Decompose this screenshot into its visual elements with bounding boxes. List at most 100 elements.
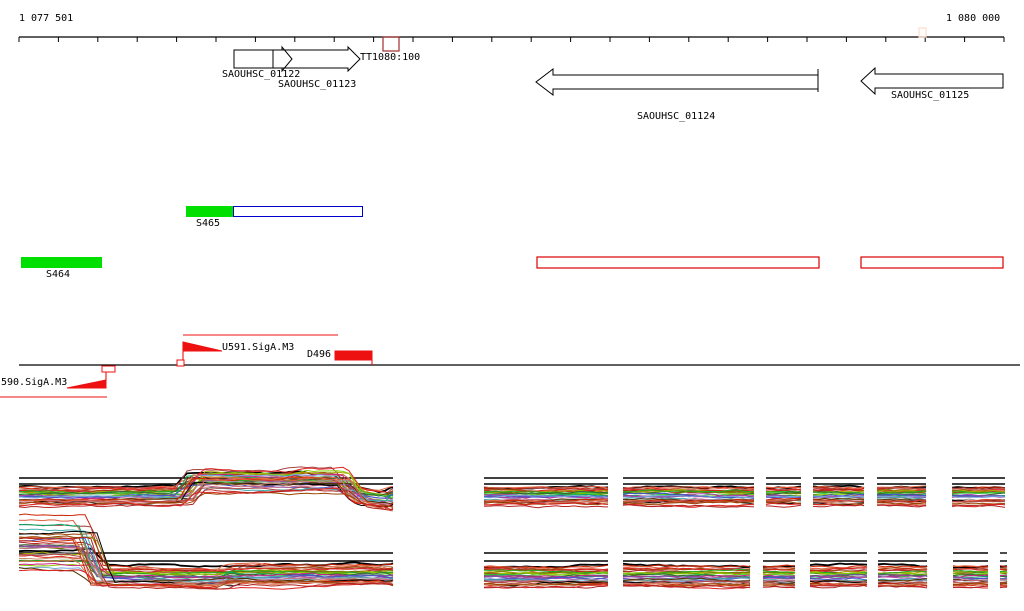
expression-trace (483, 564, 609, 569)
expression-trace (812, 504, 865, 508)
expression-trace (809, 584, 868, 587)
expression-trace (877, 495, 927, 498)
expression-trace (951, 491, 1006, 495)
srna-feature-box-S465[interactable] (186, 206, 233, 217)
expression-trace (483, 505, 608, 509)
expression-trace (484, 502, 608, 506)
promoter-anchor-box[interactable] (176, 359, 185, 367)
expression-trace (812, 500, 865, 504)
expression-trace (18, 466, 394, 497)
expression-trace (765, 502, 801, 506)
gene-arrow-SAOUHSC_01122[interactable] (233, 45, 293, 73)
expression-trace (622, 492, 755, 499)
expression-trace (876, 498, 927, 501)
expression-trace (622, 504, 755, 508)
expression-trace (952, 569, 989, 573)
expression-trace (18, 545, 394, 579)
expression-trace (762, 579, 796, 582)
expression-trace (18, 513, 394, 571)
expression-trace (876, 490, 927, 494)
expression-trace (876, 493, 927, 497)
expression-trace (877, 570, 928, 575)
ruler-end-coordinate: 1 080 000 (946, 13, 1001, 24)
expression-trace (18, 536, 394, 590)
promoter-flag-wedge[interactable] (182, 341, 223, 352)
expression-trace (878, 578, 928, 582)
expression-trace (483, 582, 609, 586)
expression-trace (18, 477, 394, 508)
transcript-region-box[interactable] (860, 256, 1004, 269)
srna-feature-box-S464[interactable] (21, 257, 102, 268)
expression-trace (999, 568, 1008, 571)
ruler-highlight-box (918, 27, 927, 38)
expression-trace (18, 484, 394, 506)
expression-trace (762, 568, 796, 572)
expression-trace (763, 583, 796, 586)
expression-trace (999, 579, 1008, 582)
expression-trace (809, 576, 868, 580)
promoter-feature-label: D496 (307, 349, 332, 360)
expression-trace (876, 487, 927, 490)
expression-trace (877, 581, 928, 584)
gene-label-SAOUHSC_01123: SAOUHSC_01123 (278, 79, 357, 90)
expression-trace (951, 487, 1006, 491)
expression-trace (952, 571, 989, 575)
expression-trace (952, 579, 989, 582)
expression-trace (483, 585, 609, 589)
gene-arrow-SAOUHSC_01125[interactable] (860, 66, 1004, 96)
promoter-feature-label: 590.SigA.M3 (1, 377, 68, 388)
expression-trace (622, 501, 755, 506)
expression-trace (951, 489, 1006, 493)
expression-trace (876, 502, 927, 505)
expression-trace (809, 571, 868, 575)
expression-trace (483, 490, 609, 496)
promoter-feature-label: U591.SigA.M3 (222, 342, 295, 353)
terminator-marker-box[interactable] (382, 36, 400, 52)
expression-trace (952, 565, 989, 569)
expression-trace (622, 582, 751, 586)
expression-trace (999, 578, 1008, 581)
gene-label-SAOUHSC_01125: SAOUHSC_01125 (891, 90, 970, 101)
gene-arrow-SAOUHSC_01124[interactable] (535, 67, 819, 97)
expression-trace (762, 566, 796, 569)
srna-feature-box-S465[interactable] (233, 206, 363, 217)
expression-trace (484, 568, 609, 572)
expression-trace (809, 573, 868, 578)
expression-trace (622, 572, 751, 576)
expression-trace (813, 497, 865, 500)
gene-arrow-SAOUHSC_01123[interactable] (272, 45, 361, 73)
expression-trace (812, 489, 865, 492)
expression-trace (951, 502, 1006, 507)
expression-trace (765, 499, 802, 503)
expression-trace (483, 494, 609, 499)
srna-label-S465: S465 (196, 218, 221, 229)
expression-trace (809, 567, 868, 572)
gene-label-SAOUHSC_01122: SAOUHSC_01122 (222, 69, 301, 80)
promoter-flag-wedge[interactable] (66, 379, 107, 389)
expression-trace (622, 503, 755, 508)
expression-trace (18, 562, 394, 579)
expression-trace (483, 569, 608, 575)
expression-trace (18, 569, 394, 590)
promoter-anchor-box[interactable] (101, 365, 116, 373)
expression-trace (809, 562, 868, 567)
expression-trace (622, 580, 751, 585)
expression-trace (877, 585, 928, 589)
expression-trace (809, 577, 868, 581)
transcript-region-box[interactable] (536, 256, 820, 269)
expression-trace (765, 501, 802, 504)
expression-trace (951, 500, 1006, 503)
expression-trace (812, 495, 865, 498)
expression-trace (765, 504, 802, 508)
expression-trace (762, 577, 796, 580)
expression-trace (622, 577, 751, 582)
expression-trace (622, 489, 755, 493)
expression-trace (762, 572, 796, 576)
expression-trace (951, 504, 1006, 508)
ruler-start-coordinate: 1 077 501 (19, 13, 74, 24)
expression-trace (762, 574, 796, 577)
expression-trace (483, 576, 609, 581)
terminator-feature-box[interactable] (334, 350, 373, 361)
expression-trace (999, 575, 1008, 578)
